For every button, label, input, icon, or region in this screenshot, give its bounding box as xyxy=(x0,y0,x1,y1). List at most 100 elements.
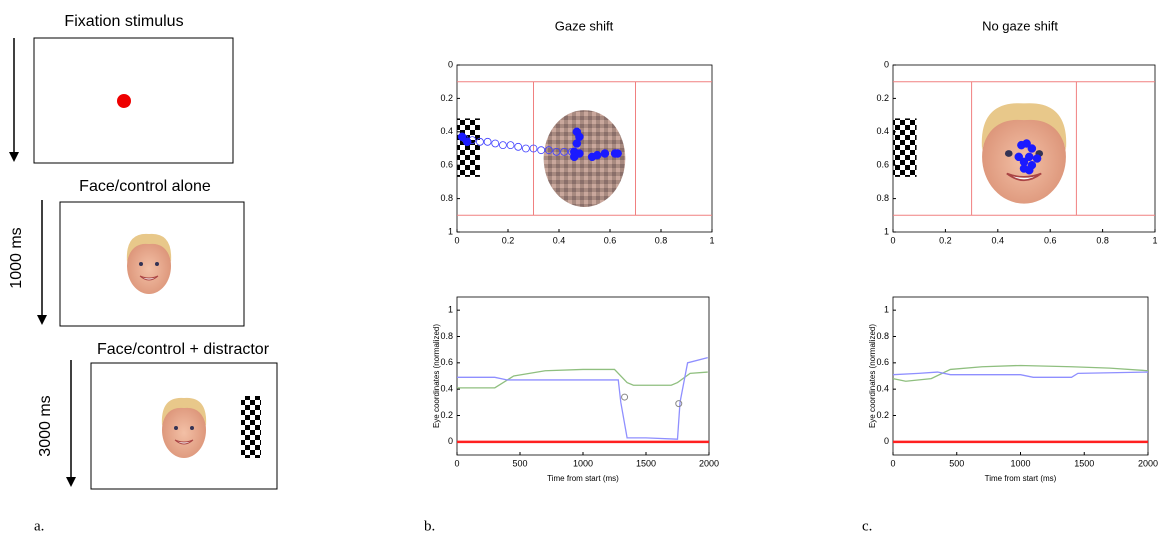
y-axis-label: Eye coordinates (normalized) xyxy=(432,324,441,428)
y-tick-label: 0.6 xyxy=(440,357,453,367)
y-tick-label: 1 xyxy=(884,226,889,236)
chart-title: Gaze shift xyxy=(555,18,614,33)
eye-trace xyxy=(892,371,1149,378)
x-tick-label: 0.2 xyxy=(939,235,952,245)
fixation-dot xyxy=(117,94,131,108)
y-tick-label: 1 xyxy=(448,226,453,236)
gaze-point xyxy=(544,146,553,155)
y-tick-label: 0.2 xyxy=(876,93,889,103)
x-tick-label: 0.8 xyxy=(655,235,668,245)
y-tick-label: 0 xyxy=(884,59,889,69)
y-tick-label: 0.8 xyxy=(440,193,453,203)
distractor xyxy=(893,118,917,177)
x-tick-label: 0.4 xyxy=(553,235,566,245)
y-tick-label: 0.4 xyxy=(876,384,889,394)
x-tick-label: 0.4 xyxy=(992,235,1005,245)
x-tick-label: 2000 xyxy=(699,458,719,468)
arrowhead xyxy=(37,315,47,325)
y-tick-label: 0.2 xyxy=(440,410,453,420)
gaze-point xyxy=(552,147,561,156)
x-tick-label: 0.6 xyxy=(1044,235,1057,245)
y-tick-label: 0.4 xyxy=(440,126,453,136)
arrowhead xyxy=(9,152,19,162)
gaze-point xyxy=(575,149,584,158)
gaze-point xyxy=(1027,144,1037,153)
y-axis-label: Eye coordinates (normalized) xyxy=(868,324,877,428)
x-tick-label: 1 xyxy=(1152,235,1157,245)
duration: 3000 ms xyxy=(37,395,54,456)
x-tick-label: 1000 xyxy=(1010,458,1030,468)
y-tick-label: 0.2 xyxy=(876,410,889,420)
y-tick-label: 0 xyxy=(448,436,453,446)
x-tick-label: 500 xyxy=(512,458,527,468)
x-tick-label: 0 xyxy=(890,235,895,245)
distractor xyxy=(241,396,261,458)
y-tick-label: 0.6 xyxy=(876,160,889,170)
x-tick-label: 1500 xyxy=(1074,458,1094,468)
gaze-point xyxy=(457,132,467,142)
gaze-point xyxy=(560,147,568,156)
gaze-point xyxy=(1032,154,1042,163)
y-tick-label: 0.6 xyxy=(440,160,453,170)
face xyxy=(161,397,207,459)
gaze-point xyxy=(521,144,530,153)
gaze-point xyxy=(613,149,622,158)
x-tick-label: 1 xyxy=(709,235,714,245)
event-marker xyxy=(675,400,683,408)
y-tick-label: 0.2 xyxy=(440,93,453,103)
y-tick-label: 0.8 xyxy=(876,331,889,341)
gaze-point xyxy=(1014,152,1024,162)
screen xyxy=(33,37,234,164)
gaze-point xyxy=(537,146,546,155)
gaze-point xyxy=(600,149,610,158)
x-axis-label: Time from start (ms) xyxy=(547,474,619,483)
y-tick-label: 0.8 xyxy=(440,331,453,341)
distractor xyxy=(457,118,480,177)
panel-a: Fixation stimulus Face/control alone 100… xyxy=(8,13,278,490)
gaze-point xyxy=(462,137,472,147)
duration: 1000 ms xyxy=(8,227,25,288)
x-tick-label: 0.6 xyxy=(604,235,617,245)
gaze-point xyxy=(1022,139,1031,148)
panel-label: b. xyxy=(424,518,435,534)
event-marker xyxy=(621,393,629,401)
step-title: Fixation stimulus xyxy=(64,13,183,30)
x-tick-label: 500 xyxy=(949,458,964,468)
y-tick-label: 1 xyxy=(448,305,453,315)
screen xyxy=(59,201,245,327)
y-tick-label: 0.4 xyxy=(440,384,453,394)
y-tick-label: 0.8 xyxy=(876,193,889,203)
x-tick-label: 0 xyxy=(454,458,459,468)
panel-label: a. xyxy=(34,518,44,534)
face xyxy=(126,233,172,295)
eye-trace xyxy=(457,368,708,389)
y-tick-label: 0.4 xyxy=(876,126,889,136)
gaze-point xyxy=(514,142,523,151)
y-tick-label: 0 xyxy=(884,436,889,446)
step-title: Face/control alone xyxy=(79,178,211,195)
eye-trace xyxy=(892,364,1149,382)
x-tick-label: 1500 xyxy=(636,458,656,468)
step-title: Face/control + distractor xyxy=(97,341,270,358)
x-tick-label: 0.2 xyxy=(502,235,515,245)
face-image xyxy=(980,102,1068,205)
gaze-point xyxy=(529,144,538,153)
y-tick-label: 0 xyxy=(448,59,453,69)
x-tick-label: 1000 xyxy=(573,458,593,468)
x-tick-label: 2000 xyxy=(1138,458,1158,468)
x-axis-label: Time from start (ms) xyxy=(985,474,1057,483)
x-tick-label: 0 xyxy=(890,458,895,468)
plot-area xyxy=(892,296,1149,456)
gaze-point xyxy=(506,141,515,150)
gaze-point xyxy=(491,139,500,148)
chart-title: No gaze shift xyxy=(982,18,1058,33)
screen xyxy=(90,362,278,490)
control-image xyxy=(543,110,626,207)
panel-label: c. xyxy=(862,518,872,534)
eye-trace xyxy=(457,356,708,440)
y-tick-label: 1 xyxy=(884,305,889,315)
x-tick-label: 0 xyxy=(454,235,459,245)
y-tick-label: 0.6 xyxy=(876,357,889,367)
gaze-point xyxy=(572,139,582,148)
